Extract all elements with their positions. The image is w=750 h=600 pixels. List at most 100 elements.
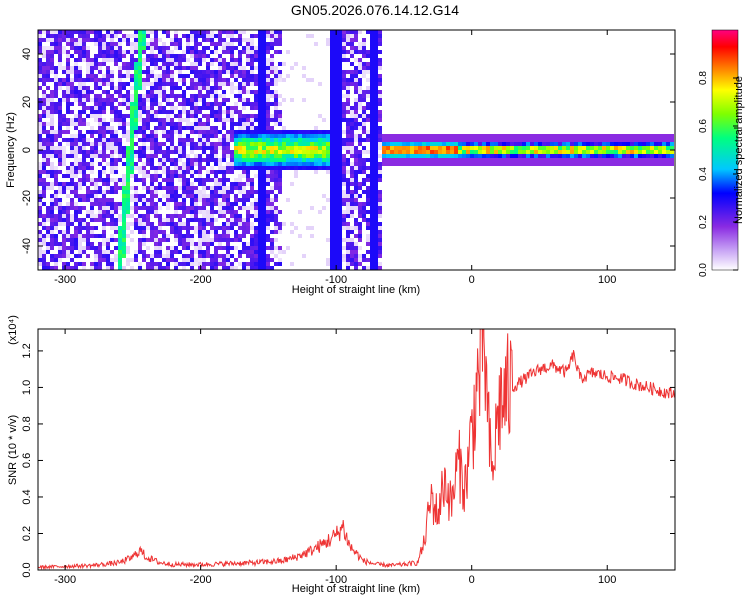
spectrogram-cell [354, 254, 358, 258]
spectrogram-cell [202, 102, 206, 106]
spectrogram-cell [222, 94, 226, 98]
spectrogram-cell [162, 234, 166, 238]
spectrogram-cell [178, 262, 182, 266]
spectrogram-cell [94, 66, 98, 70]
spectrogram-cell [346, 230, 350, 234]
spectrogram-cell [370, 266, 374, 270]
spectrogram-cell [478, 154, 482, 158]
spectrogram-cell [358, 122, 362, 126]
spectrogram-cell [178, 170, 182, 174]
spectrogram-cell [366, 102, 370, 106]
spectrogram-cell [38, 134, 42, 138]
spectrogram-cell [102, 78, 106, 82]
spectrogram-cell [162, 90, 166, 94]
spectrogram-cell [214, 250, 218, 254]
spectrogram-cell [250, 246, 254, 250]
spectrogram-cell [262, 130, 266, 134]
spectrogram-cell [106, 238, 110, 242]
spectrogram-cell [418, 134, 422, 138]
spectrogram-cell [78, 58, 82, 62]
spectrogram-cell [86, 70, 90, 74]
spectrogram-cell [106, 242, 110, 246]
spectrogram-cell [334, 50, 338, 54]
spectrogram-cell [190, 106, 194, 110]
spectrogram-x-label: Height of straight line (km) [292, 284, 420, 296]
spectrogram-cell [90, 126, 94, 130]
spectrogram-cell [350, 154, 354, 158]
spectrogram-cell [334, 66, 338, 70]
spectrogram-cell [78, 134, 82, 138]
spectrogram-cell [50, 98, 54, 102]
spectrogram-cell [270, 38, 274, 42]
spectrogram-cell [42, 186, 46, 190]
spectrogram-cell [162, 106, 166, 110]
spectrogram-cell [266, 234, 270, 238]
spectrogram-cell [250, 34, 254, 38]
spectrogram-cell [70, 86, 74, 90]
spectrogram-cell [206, 106, 210, 110]
spectrogram-cell [278, 94, 282, 98]
spectrogram-cell [214, 194, 218, 198]
spectrogram-cell [250, 78, 254, 82]
spectrogram-cell [262, 90, 266, 94]
spectrogram-cell [158, 74, 162, 78]
spectrogram-cell [118, 58, 122, 62]
spectrogram-cell [186, 118, 190, 122]
spectrogram-cell [38, 146, 42, 150]
spectrogram-cell [138, 158, 142, 162]
spectrogram-cell [206, 202, 210, 206]
spectrogram-cell [326, 38, 330, 42]
spectrogram-cell [222, 258, 226, 262]
spectrogram-cell [194, 262, 198, 266]
spectrogram-cell [546, 150, 550, 154]
spectrogram-cell [374, 166, 378, 170]
spectrogram-cell [154, 242, 158, 246]
spectrogram-cell [234, 186, 238, 190]
spectrogram-cell [94, 30, 98, 34]
spectrogram-cell [446, 162, 450, 166]
spectrogram-cell [86, 46, 90, 50]
spectrogram-cell [166, 266, 170, 270]
spectrogram-cell [110, 166, 114, 170]
spectrogram-cell [350, 146, 354, 150]
spectrogram-cell [142, 174, 146, 178]
spectrogram-cell [142, 78, 146, 82]
spectrogram-cell [254, 254, 258, 258]
spectrogram-cell [202, 186, 206, 190]
spectrogram-cell [206, 210, 210, 214]
spectrogram-cell [294, 62, 298, 66]
spectrogram-cell [210, 102, 214, 106]
spectrogram-cell [38, 262, 42, 266]
spectrogram-cell [374, 258, 378, 262]
spectrogram-cell [178, 202, 182, 206]
spectrogram-cell [190, 54, 194, 58]
spectrogram-cell [270, 238, 274, 242]
spectrogram-cell [266, 62, 270, 66]
spectrogram-cell [354, 114, 358, 118]
spectrogram-cell [114, 146, 118, 150]
spectrogram-cell [150, 254, 154, 258]
spectrogram-cell [366, 54, 370, 58]
spectrogram-cell [350, 138, 354, 142]
spectrogram-cell [138, 138, 142, 142]
spectrogram-cell [66, 226, 70, 230]
spectrogram-cell [582, 158, 586, 162]
spectrogram-cell [594, 158, 598, 162]
spectrogram-cell [362, 74, 366, 78]
spectrogram-cell [602, 142, 606, 146]
spectrogram-cell [66, 66, 70, 70]
spectrogram-cell [134, 210, 138, 214]
spectrogram-cell [158, 82, 162, 86]
spectrogram-cell [242, 50, 246, 54]
spectrogram-cell [42, 182, 46, 186]
spectrogram-cell [110, 58, 114, 62]
spectrogram-cell [534, 134, 538, 138]
spectrogram-cell [78, 158, 82, 162]
spectrogram-cell [346, 202, 350, 206]
spectrogram-cell [334, 114, 338, 118]
spectrogram-cell [74, 138, 78, 142]
spectrogram-cell [642, 158, 646, 162]
spectrogram-cell [70, 110, 74, 114]
spectrogram-cell [70, 198, 74, 202]
spectrogram-cell [102, 218, 106, 222]
